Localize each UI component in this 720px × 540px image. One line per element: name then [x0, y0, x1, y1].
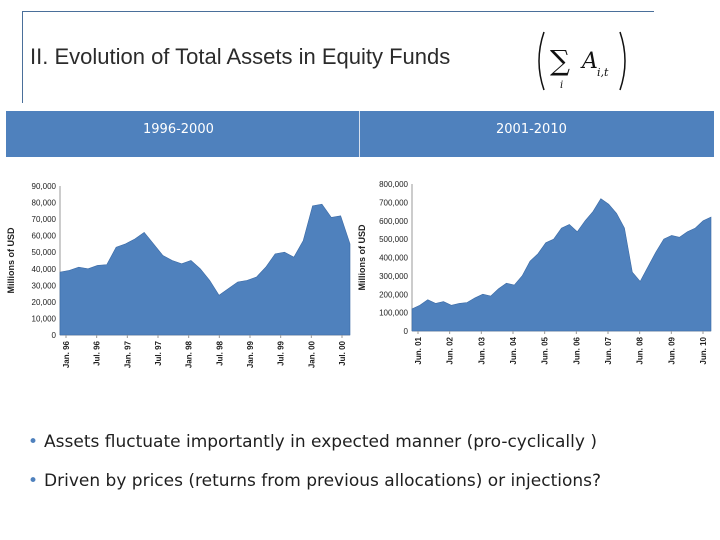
y-tick-label: 0	[52, 331, 57, 340]
x-tick-label: Jun. 04	[509, 336, 518, 364]
x-tick-label: Jun. 06	[572, 336, 581, 364]
formula-index: i	[560, 80, 563, 91]
y-tick-label: 60,000	[32, 232, 57, 241]
x-tick-label: Jan. 97	[123, 340, 132, 368]
bullet-text-1: Assets fluctuate importantly in expected…	[44, 432, 597, 452]
bullet-1: • Assets fluctuate importantly in expecte…	[28, 432, 597, 452]
y-tick-label: 30,000	[32, 281, 57, 290]
y-tick-label: 90,000	[32, 182, 57, 191]
y-tick-label: 0	[404, 327, 409, 336]
title-frame-top-line	[22, 11, 654, 12]
title-frame-left-line	[22, 11, 23, 103]
y-tick-label: 80,000	[32, 199, 57, 208]
sum-formula: ∑ i A i,t	[538, 31, 626, 91]
x-tick-label: Jan. 00	[307, 340, 316, 368]
x-tick-label: Jun. 05	[541, 336, 550, 364]
formula-sum-symbol: ∑	[550, 44, 570, 77]
chart-1996-2000: Millions of USD 90,000 80,000 70,000 60,000 5…	[6, 182, 351, 368]
period-label-right: 2001-2010	[496, 122, 567, 137]
y-tick-label: 70,000	[32, 215, 57, 224]
y-tick-label: 50,000	[32, 248, 57, 257]
y-tick-label: 800,000	[379, 180, 408, 189]
y-tick-label: 500,000	[379, 235, 408, 244]
period-header-band	[6, 111, 714, 157]
x-tick-label: Jan. 99	[246, 340, 255, 368]
x-tick-label: Jul. 98	[215, 340, 224, 365]
bullet-2: • Driven by prices (returns from previous…	[28, 471, 601, 491]
y-tick-label: 40,000	[32, 265, 57, 274]
y-tick-label: 20,000	[32, 298, 57, 307]
y-tick-label: 10,000	[32, 314, 57, 323]
x-tick-label: Jun. 07	[604, 336, 613, 364]
x-tick-label: Jun. 03	[477, 336, 486, 364]
x-tick-label: Jun. 09	[667, 336, 676, 364]
chart-2001-2010: Millions of USD 800,000 700,000 600,000 500,…	[357, 180, 712, 365]
x-tick-label: Jul. 97	[154, 340, 163, 365]
x-tick-label: Jul. 96	[93, 340, 102, 365]
area-series	[411, 198, 712, 332]
x-tick-label: Jun. 02	[446, 336, 455, 364]
x-tick-label: Jun. 08	[636, 336, 645, 364]
y-axis-title: Millions of USD	[357, 224, 367, 290]
period-divider	[359, 111, 360, 157]
y-tick-label: 200,000	[379, 290, 408, 299]
formula-right-paren	[619, 31, 626, 91]
formula-left-paren	[538, 31, 545, 91]
slide-title: II. Evolution of Total Assets in Equity …	[30, 44, 451, 69]
x-tick-label: Jun. 01	[414, 336, 423, 364]
x-tick-label: Jul. 00	[338, 340, 347, 365]
bullet-dot: •	[28, 471, 39, 491]
y-tick-label: 700,000	[379, 198, 408, 207]
y-tick-label: 300,000	[379, 272, 408, 281]
x-tick-label: Jan. 96	[62, 340, 71, 368]
y-tick-label: 600,000	[379, 217, 408, 226]
y-tick-label: 400,000	[379, 254, 408, 263]
x-tick-label: Jun. 10	[699, 336, 708, 364]
formula-term: A	[580, 49, 598, 74]
x-tick-label: Jul. 99	[277, 340, 286, 365]
bullet-dot: •	[28, 432, 39, 452]
formula-subscript: i,t	[597, 66, 609, 79]
bullet-text-2: Driven by prices (returns from previous …	[44, 471, 602, 491]
y-tick-label: 100,000	[379, 309, 408, 318]
period-label-left: 1996-2000	[143, 122, 214, 137]
x-tick-label: Jan. 98	[185, 340, 194, 368]
y-axis-title: Millions of USD	[6, 227, 16, 293]
area-series	[59, 203, 351, 336]
